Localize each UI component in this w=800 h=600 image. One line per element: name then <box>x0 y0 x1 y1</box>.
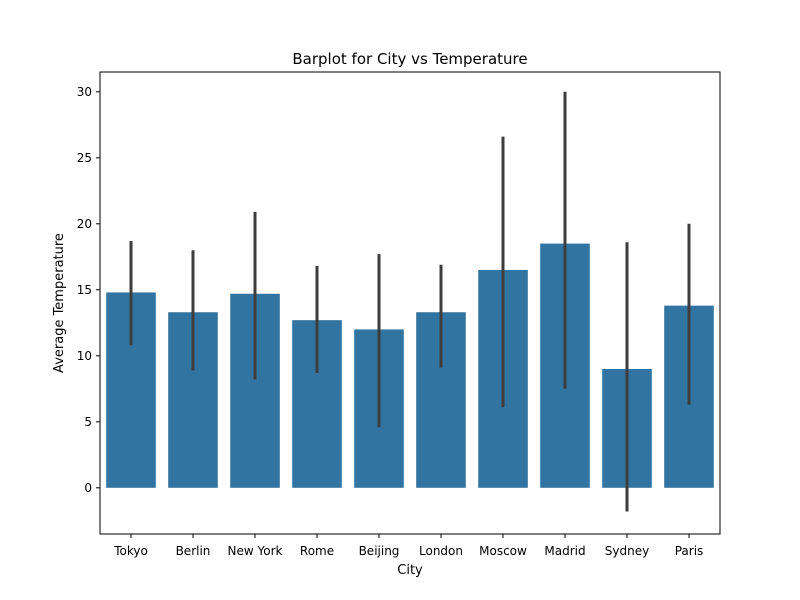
x-tick-label: Tokyo <box>113 544 148 558</box>
x-tick-label: Sydney <box>605 544 649 558</box>
y-tick-label: 20 <box>77 217 92 231</box>
x-axis-label: City <box>397 563 423 578</box>
y-tick-label: 15 <box>77 283 92 297</box>
x-tick-label: Berlin <box>176 544 211 558</box>
x-tick-label: Beijing <box>359 544 400 558</box>
y-tick-label: 10 <box>77 349 92 363</box>
x-axis: Tokyo Berlin New York Rome Beijing London Mosc… <box>113 534 703 558</box>
y-tick-label: 5 <box>84 415 92 429</box>
x-tick-label: Moscow <box>479 544 527 558</box>
y-tick-label: 30 <box>77 85 92 99</box>
x-tick-label: Rome <box>300 544 334 558</box>
bars-group <box>106 243 714 488</box>
x-tick-label: London <box>419 544 463 558</box>
y-axis: 0 5 10 15 20 25 30 <box>77 85 100 495</box>
y-tick-label: 25 <box>77 151 92 165</box>
y-tick-label: 0 <box>84 481 92 495</box>
chart-title: Barplot for City vs Temperature <box>292 50 527 68</box>
plot-frame <box>99 71 721 535</box>
x-tick-label: New York <box>228 544 283 558</box>
y-axis-label: Average Temperature <box>52 233 67 373</box>
x-tick-label: Madrid <box>544 544 585 558</box>
x-tick-label: Paris <box>675 544 704 558</box>
error-bars-group <box>129 91 691 512</box>
